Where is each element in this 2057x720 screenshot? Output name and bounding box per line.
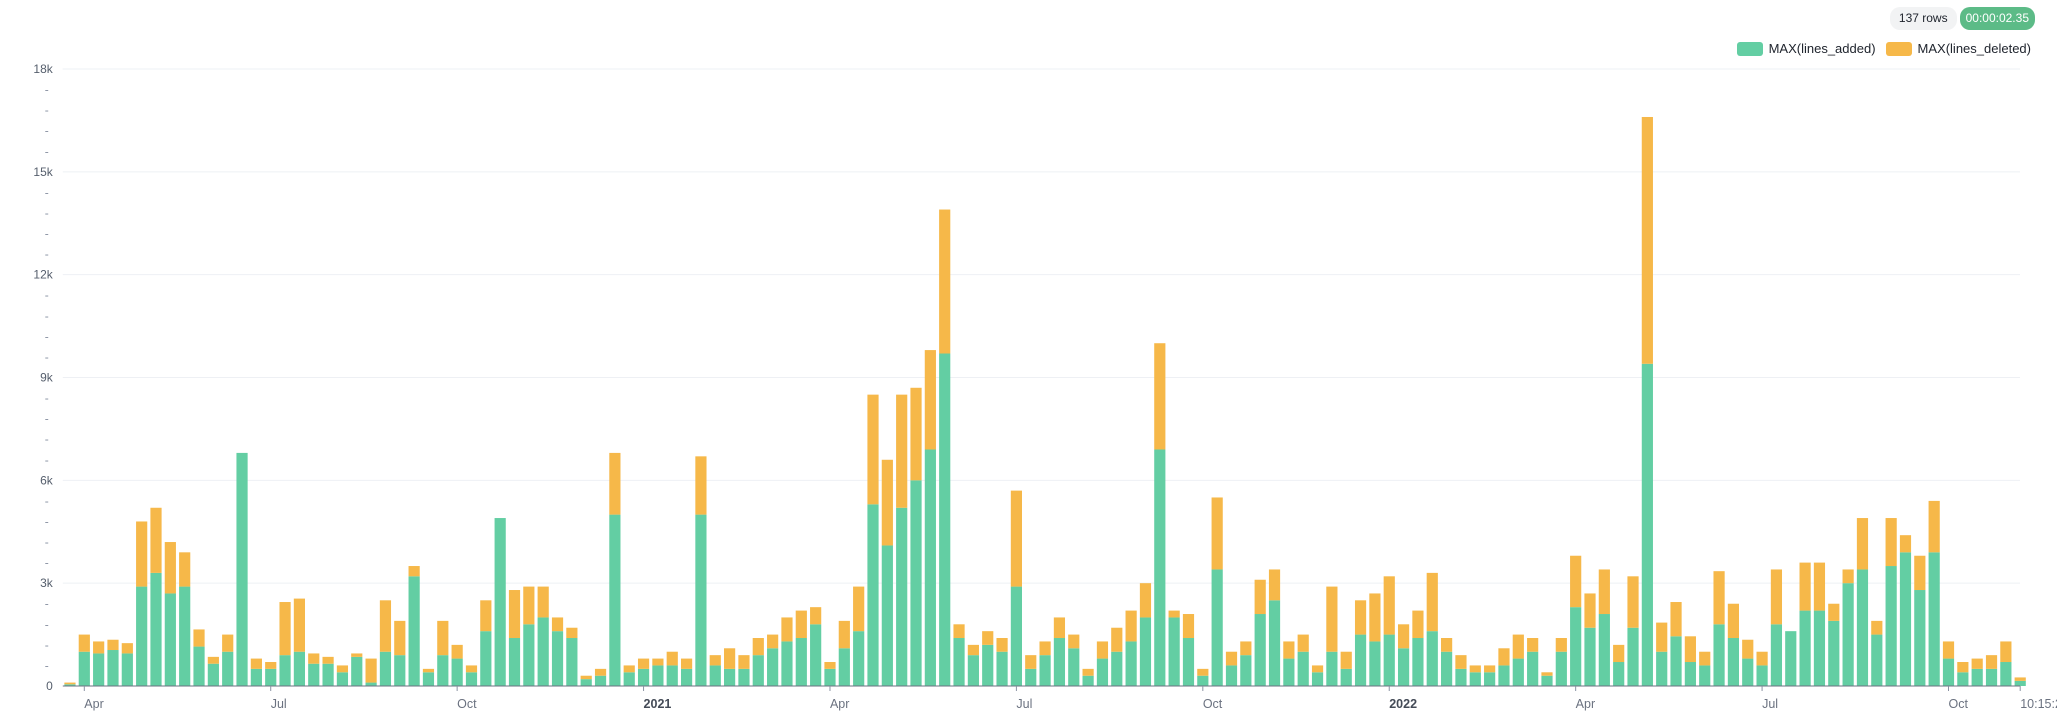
svg-text:Oct: Oct — [457, 697, 477, 711]
svg-text:Apr: Apr — [84, 697, 103, 711]
svg-text:-: - — [45, 288, 49, 302]
svg-text:-: - — [45, 453, 49, 467]
svg-text:-: - — [45, 514, 49, 528]
svg-text:Jul: Jul — [1762, 697, 1778, 711]
svg-text:-: - — [45, 597, 49, 611]
svg-text:2021: 2021 — [644, 697, 672, 711]
svg-text:12k: 12k — [33, 268, 53, 282]
svg-text:18k: 18k — [33, 62, 53, 76]
svg-text:-: - — [45, 227, 49, 241]
svg-text:15k: 15k — [33, 165, 53, 179]
svg-text:0: 0 — [46, 679, 53, 693]
svg-text:-: - — [45, 638, 49, 652]
svg-text:-: - — [45, 185, 49, 199]
svg-text:Apr: Apr — [830, 697, 849, 711]
svg-text:-: - — [45, 247, 49, 261]
svg-text:-: - — [45, 494, 49, 508]
svg-text:Apr: Apr — [1576, 697, 1595, 711]
svg-text:Jul: Jul — [271, 697, 287, 711]
svg-text:-: - — [45, 535, 49, 549]
svg-text:6k: 6k — [40, 473, 54, 487]
svg-text:9k: 9k — [40, 371, 54, 385]
svg-text:Oct: Oct — [1203, 697, 1223, 711]
svg-text:-: - — [45, 309, 49, 323]
svg-text:-: - — [45, 103, 49, 117]
svg-text:-: - — [45, 206, 49, 220]
svg-text:-: - — [45, 617, 49, 631]
svg-text:-: - — [45, 144, 49, 158]
svg-text:-: - — [45, 391, 49, 405]
svg-text:10:15:20 0: 10:15:20 0 — [2020, 697, 2057, 711]
svg-text:Jul: Jul — [1016, 697, 1032, 711]
svg-text:-: - — [45, 350, 49, 364]
svg-text:-: - — [45, 83, 49, 97]
svg-text:-: - — [45, 329, 49, 343]
svg-text:-: - — [45, 412, 49, 426]
svg-text:-: - — [45, 432, 49, 446]
svg-text:-: - — [45, 556, 49, 570]
svg-text:-: - — [45, 658, 49, 672]
svg-text:3k: 3k — [40, 576, 54, 590]
svg-text:2022: 2022 — [1389, 697, 1417, 711]
svg-text:-: - — [45, 124, 49, 138]
svg-text:Oct: Oct — [1949, 697, 1969, 711]
